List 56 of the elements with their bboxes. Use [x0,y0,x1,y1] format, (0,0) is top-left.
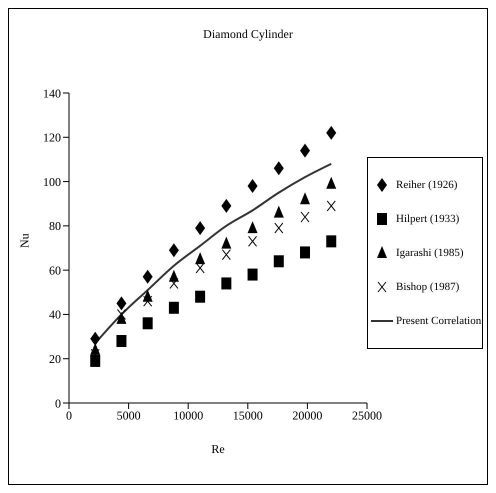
point [248,236,258,247]
point [116,296,126,310]
x-axis-title: Re [211,442,225,456]
point [248,268,258,281]
point [274,161,284,176]
point [248,179,258,193]
y-tick-label: 80 [49,219,61,234]
point [168,302,179,314]
point [221,198,232,213]
point [116,308,126,320]
point [195,221,206,236]
point [300,246,310,258]
point [142,317,153,330]
point [300,192,310,204]
legend-label: Igarashi (1985) [396,247,464,259]
x-tick-label: 25000 [352,408,382,423]
point [274,222,284,234]
y-tick-label: 120 [43,130,61,145]
point [90,332,100,346]
point [221,236,232,249]
point [195,252,206,264]
point [90,354,100,367]
point [222,249,231,260]
point [326,200,336,212]
legend-label: Bishop (1987) [396,281,460,293]
x-tick-label: 5000 [116,408,141,423]
point [274,255,284,268]
x-tick-label: 0 [66,408,72,423]
point [326,235,336,248]
point [326,176,336,189]
point [168,243,179,258]
legend-label: Present Correlation [396,315,482,327]
y-axis-title: Nu [17,233,32,248]
x-tick-label: 15000 [232,408,263,423]
y-tick-label: 0 [55,396,61,410]
point [169,278,178,289]
point [143,296,152,307]
legend-label: Hilpert (1933) [396,213,460,225]
chart-title: Diamond Cylinder [202,27,294,43]
point [142,270,153,284]
point [274,206,284,218]
y-tick-label: 40 [49,308,61,322]
y-tick-label: 100 [43,174,61,189]
point [300,144,310,158]
point [326,126,336,140]
legend-label: Reiher (1926) [396,179,458,191]
point [248,221,258,234]
point [195,290,206,303]
x-tick-label: 10000 [173,408,204,423]
point [116,335,126,347]
x-tick-label: 20000 [292,408,322,423]
y-tick-label: 140 [43,86,61,100]
point [221,277,232,290]
y-tick-label: 20 [49,352,61,366]
y-tick-label: 60 [49,263,61,278]
point [300,212,310,222]
